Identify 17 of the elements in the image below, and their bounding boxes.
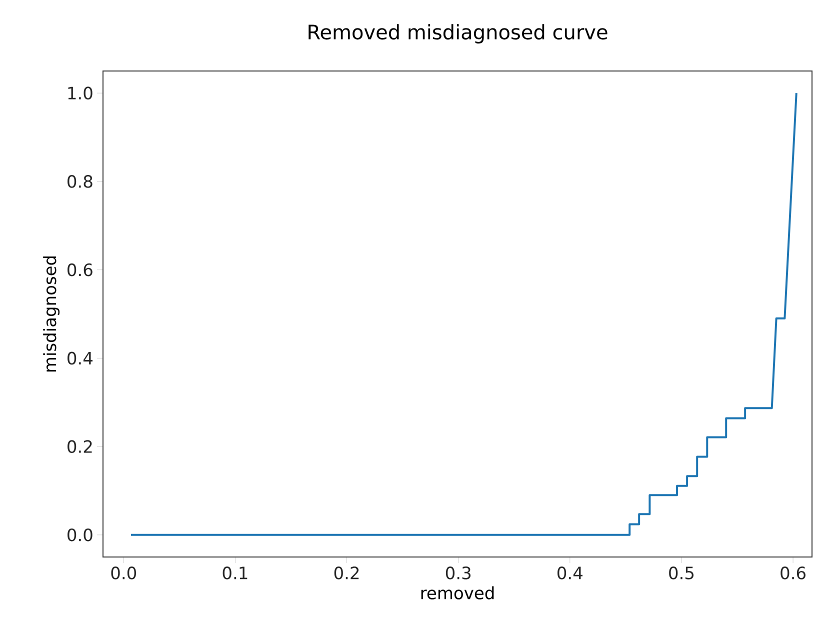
y-tick-label: 0.0	[68, 528, 92, 542]
y-tick-label: 0.2	[68, 440, 92, 453]
x-tick-label: 0.4	[558, 566, 582, 580]
y-tick-label: 0.6	[68, 263, 92, 276]
y-tick-label: 0.8	[68, 175, 92, 188]
y-axis-title: misdiagnosed	[43, 256, 60, 372]
x-tick-label: 0.0	[111, 566, 136, 580]
x-tick-label: 0.2	[334, 566, 359, 580]
x-tick-label: 0.6	[780, 566, 806, 580]
x-tick-label: 0.5	[669, 566, 694, 580]
y-tick-label: 1.0	[68, 86, 92, 100]
y-tick-label: 0.4	[68, 352, 93, 365]
chart-title: Removed misdiagnosed curve	[308, 24, 608, 44]
x-tick-label: 0.3	[446, 566, 470, 580]
line-series	[130, 92, 798, 536]
x-tick-label: 0.1	[222, 566, 248, 580]
x-axis-title: removed	[421, 586, 494, 600]
